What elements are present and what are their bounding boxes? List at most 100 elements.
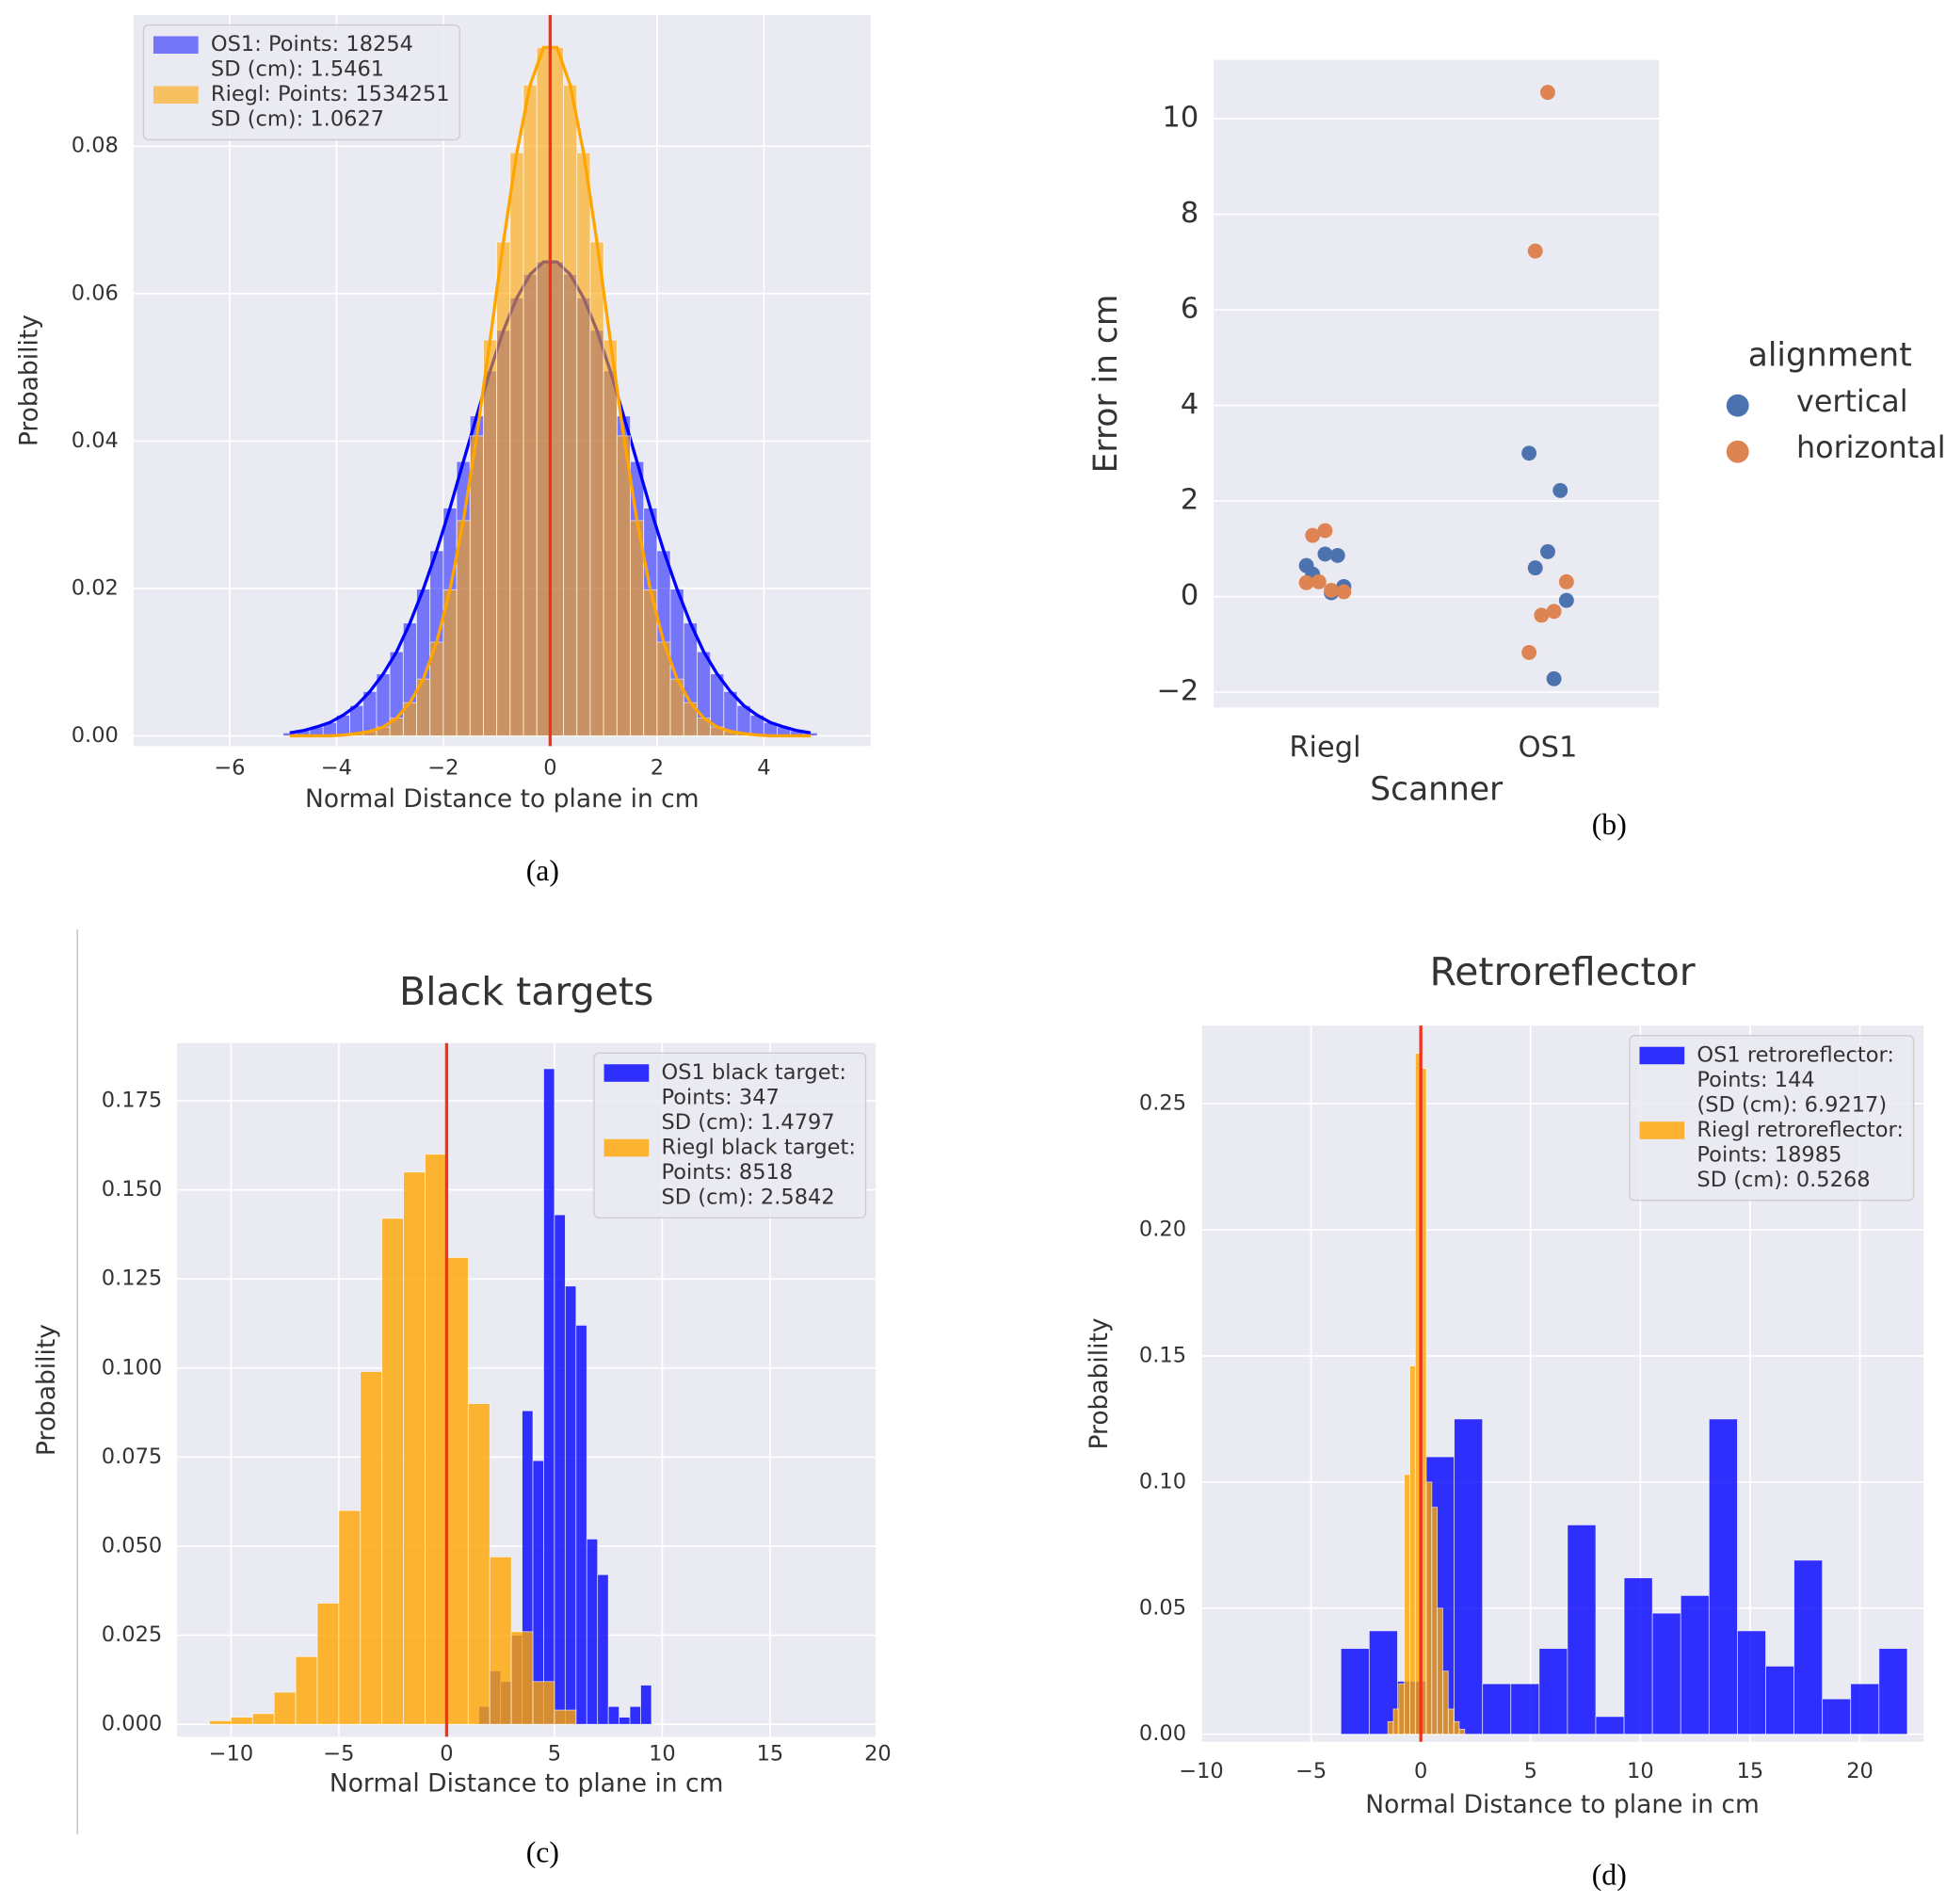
chart-panel: 0.00 0.05 0.10 0.15 0.20 0.25 −10 −5 0 5 10 15 20 Ret… bbox=[1085, 949, 1924, 1891]
histogram-bar bbox=[1765, 1665, 1794, 1735]
histogram-bar bbox=[1708, 1418, 1738, 1735]
histogram-bar bbox=[496, 241, 511, 736]
legend-label: Points: 18985 bbox=[1697, 1142, 1841, 1167]
legend-label: OS1 retroreflector: bbox=[1697, 1042, 1894, 1067]
y-tick-label: 2 bbox=[1181, 484, 1198, 517]
caption: (c) bbox=[526, 1836, 559, 1869]
strip-point bbox=[1311, 573, 1327, 589]
y-tick-label: 0.00 bbox=[72, 723, 119, 748]
histogram-bar bbox=[1737, 1630, 1766, 1735]
y-tick-label: 4 bbox=[1181, 388, 1198, 421]
histogram-bar bbox=[640, 1685, 652, 1725]
chart-panel: 0.000 0.025 0.050 0.075 0.100 0.125 0.150 0.175… bbox=[32, 969, 892, 1869]
y-tick-label: 0.175 bbox=[102, 1089, 162, 1113]
strip-point bbox=[1317, 546, 1333, 562]
x-axis-label: Normal Distance to plane in cm bbox=[330, 1768, 724, 1798]
histogram-bar bbox=[1437, 1607, 1443, 1735]
x-tick-label: −10 bbox=[209, 1741, 254, 1766]
histogram-bar bbox=[1850, 1683, 1880, 1735]
histogram-bar bbox=[1793, 1559, 1824, 1735]
x-tick-label: 0 bbox=[1414, 1759, 1427, 1783]
legend-box bbox=[1629, 1035, 1915, 1202]
histogram-bar bbox=[295, 1655, 318, 1725]
histogram-bar bbox=[586, 1539, 599, 1725]
x-tick-label: 0 bbox=[440, 1741, 453, 1766]
histogram-bar bbox=[543, 1068, 555, 1725]
y-tick-label: 0.05 bbox=[1139, 1595, 1186, 1620]
histogram-bar bbox=[1392, 1708, 1400, 1735]
histogram-bar bbox=[1447, 1708, 1455, 1735]
histogram-bar bbox=[564, 1285, 577, 1725]
x-tick-label: Riegl bbox=[1289, 732, 1360, 765]
x-tick-label: −4 bbox=[321, 756, 352, 781]
y-tick-label: 0.08 bbox=[72, 134, 119, 158]
histogram-bar bbox=[360, 1371, 383, 1725]
legend-label: Points: 8518 bbox=[662, 1160, 794, 1185]
legend-box bbox=[593, 1052, 867, 1218]
legend-swatch bbox=[603, 1138, 650, 1157]
histogram-bar bbox=[549, 46, 564, 736]
legend-label: SD (cm): 0.5268 bbox=[1697, 1168, 1870, 1192]
legend-label: vertical bbox=[1796, 384, 1908, 419]
legend-title: alignment bbox=[1748, 336, 1912, 374]
histogram-bar bbox=[576, 152, 591, 736]
strip-point bbox=[1336, 584, 1352, 600]
histogram-bar bbox=[1822, 1698, 1852, 1735]
x-tick-label: −5 bbox=[1295, 1759, 1327, 1783]
y-tick-label: 0 bbox=[1181, 579, 1198, 612]
histogram-bar bbox=[616, 435, 631, 736]
y-tick-label: 8 bbox=[1181, 197, 1198, 230]
x-tick-label: 10 bbox=[649, 1741, 676, 1766]
histogram-bar bbox=[509, 152, 524, 736]
legend-swatch bbox=[1639, 1121, 1685, 1139]
y-tick-label: 6 bbox=[1181, 293, 1198, 326]
y-axis-label: Error in cm bbox=[1087, 295, 1125, 474]
histogram-bar bbox=[589, 241, 604, 736]
legend-marker bbox=[1726, 440, 1749, 463]
x-axis-label: Normal Distance to plane in cm bbox=[305, 784, 700, 814]
x-tick-label: 10 bbox=[1627, 1759, 1654, 1783]
legend-label: Riegl retroreflector: bbox=[1697, 1118, 1904, 1142]
histogram-bar bbox=[467, 1403, 491, 1725]
histogram-bar bbox=[1623, 1577, 1653, 1735]
y-tick-label: 0.15 bbox=[1139, 1343, 1186, 1367]
histogram-bar bbox=[231, 1717, 253, 1725]
y-tick-label: 0.04 bbox=[72, 428, 119, 453]
x-tick-label: 15 bbox=[1737, 1759, 1764, 1783]
x-tick-label: 20 bbox=[1846, 1759, 1874, 1783]
x-tick-label: −2 bbox=[427, 756, 458, 781]
strip-point bbox=[1305, 527, 1321, 543]
y-tick-label: 0.10 bbox=[1139, 1469, 1186, 1493]
histogram-bar bbox=[563, 84, 578, 736]
y-tick-label: 0.000 bbox=[102, 1712, 162, 1736]
x-tick-label: 5 bbox=[1524, 1759, 1537, 1783]
strip-point bbox=[1540, 85, 1555, 101]
strip-point bbox=[1298, 574, 1314, 590]
x-tick-label: −10 bbox=[1179, 1759, 1224, 1783]
x-axis-label: Normal Distance to plane in cm bbox=[1365, 1790, 1760, 1819]
y-tick-label: 0.100 bbox=[102, 1355, 162, 1380]
histogram-bar bbox=[1538, 1648, 1568, 1735]
strip-point bbox=[1527, 560, 1543, 576]
legend-label: Riegl: Points: 1534251 bbox=[211, 82, 450, 106]
y-tick-label: 0.02 bbox=[72, 575, 119, 600]
y-tick-label: 0.125 bbox=[102, 1267, 162, 1291]
histogram-bar bbox=[209, 1720, 232, 1725]
strip-point bbox=[1540, 543, 1555, 559]
plot-background bbox=[1214, 59, 1660, 708]
histogram-bar bbox=[483, 339, 498, 736]
legend: OS1 retroreflector:Points: 144(SD (cm): … bbox=[1629, 1035, 1915, 1202]
histogram-bar bbox=[554, 1709, 577, 1725]
histogram-bar bbox=[1442, 1670, 1449, 1735]
histogram-bar bbox=[425, 1154, 447, 1725]
y-tick-label: 0.025 bbox=[102, 1622, 162, 1647]
histogram-bar bbox=[629, 1705, 641, 1725]
x-tick-label: −5 bbox=[323, 1741, 354, 1766]
legend-label: Points: 347 bbox=[662, 1086, 780, 1110]
x-axis-label: Scanner bbox=[1370, 771, 1504, 809]
y-tick-label: 0.20 bbox=[1139, 1218, 1186, 1242]
x-tick-label: −6 bbox=[214, 756, 245, 781]
legend-swatch bbox=[603, 1064, 650, 1082]
